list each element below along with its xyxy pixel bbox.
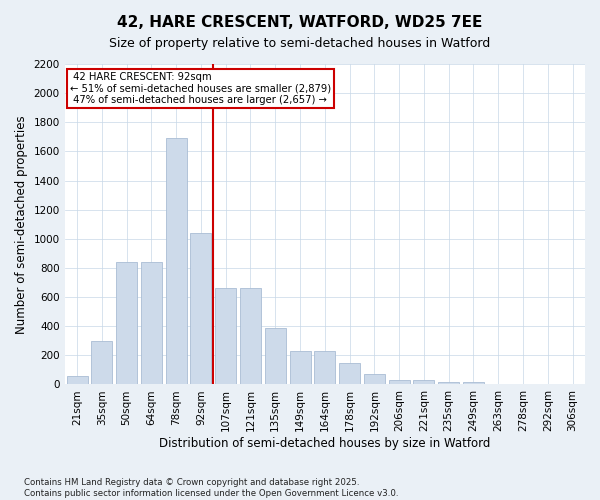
Bar	[413, 380, 434, 384]
Bar	[190, 233, 211, 384]
X-axis label: Distribution of semi-detached houses by size in Watford: Distribution of semi-detached houses by …	[159, 437, 491, 450]
Bar	[166, 138, 187, 384]
Text: 42 HARE CRESCENT: 92sqm
← 51% of semi-detached houses are smaller (2,879)
 47% o: 42 HARE CRESCENT: 92sqm ← 51% of semi-de…	[70, 72, 331, 105]
Bar	[116, 262, 137, 384]
Bar	[240, 288, 261, 384]
Bar	[91, 341, 112, 384]
Bar	[364, 374, 385, 384]
Bar	[141, 262, 162, 384]
Bar	[290, 351, 311, 384]
Bar	[339, 362, 360, 384]
Bar	[389, 380, 410, 384]
Bar	[215, 288, 236, 384]
Y-axis label: Number of semi-detached properties: Number of semi-detached properties	[15, 115, 28, 334]
Bar	[438, 382, 459, 384]
Bar	[314, 351, 335, 384]
Text: Contains HM Land Registry data © Crown copyright and database right 2025.
Contai: Contains HM Land Registry data © Crown c…	[24, 478, 398, 498]
Text: 42, HARE CRESCENT, WATFORD, WD25 7EE: 42, HARE CRESCENT, WATFORD, WD25 7EE	[118, 15, 482, 30]
Bar	[265, 328, 286, 384]
Text: Size of property relative to semi-detached houses in Watford: Size of property relative to semi-detach…	[109, 38, 491, 51]
Bar	[463, 382, 484, 384]
Bar	[67, 376, 88, 384]
